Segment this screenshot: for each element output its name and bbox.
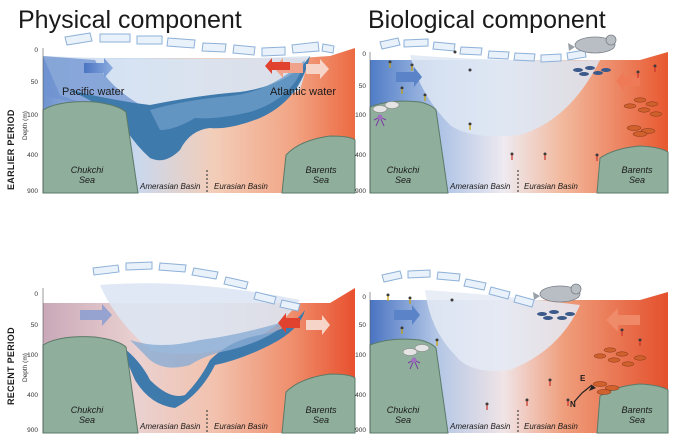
compass-east-label: E (580, 374, 586, 383)
depth-tick: 100 (355, 112, 366, 119)
chukchi-sea-label: Chukchi Sea (70, 165, 104, 185)
depth-tick: 400 (355, 392, 366, 399)
depth-tick: 900 (27, 188, 38, 195)
depth-tick: 0 (34, 291, 38, 298)
barents-sea-label: Barents Sea (621, 405, 653, 425)
depth-tick: 400 (355, 152, 366, 159)
depth-tick: 400 (27, 392, 38, 399)
depth-tick: 50 (30, 322, 38, 329)
atlantic-water-label: Atlantic water (270, 86, 337, 98)
depth-tick: 100 (27, 352, 38, 359)
compass-north-label: N (570, 400, 576, 409)
physical-recent-panel (42, 261, 356, 434)
depth-tick: 0 (34, 47, 38, 54)
biological-component-title: Biological component (368, 6, 606, 34)
physical-component-title: Physical component (18, 6, 242, 34)
depth-tick: 50 (358, 322, 366, 329)
barents-sea-label: Barents Sea (621, 165, 653, 185)
depth-tick: 100 (27, 112, 38, 119)
depth-tick: 100 (355, 352, 366, 359)
depth-tick: 0 (362, 51, 366, 58)
biological-earlier-panel (369, 34, 669, 194)
chukchi-sea-label: Chukchi Sea (386, 405, 420, 425)
depth-tick: 900 (27, 427, 38, 434)
depth-tick: 400 (27, 152, 38, 159)
eurasian-basin-label: Eurasian Basin (524, 182, 578, 191)
amerasian-basin-label: Amerasian Basin (450, 422, 511, 431)
eurasian-basin-label: Eurasian Basin (524, 422, 578, 431)
barents-sea-label: Barents Sea (305, 165, 337, 185)
amerasian-basin-label: Amerasian Basin (140, 182, 201, 191)
depth-tick: 900 (355, 188, 366, 195)
depth-tick: 0 (362, 294, 366, 301)
depth-tick: 900 (355, 427, 366, 434)
barents-sea-label: Barents Sea (305, 405, 337, 425)
amerasian-basin-label: Amerasian Basin (140, 422, 201, 431)
amerasian-basin-label: Amerasian Basin (450, 182, 511, 191)
biological-recent-panel (369, 268, 669, 434)
physical-earlier-panel (42, 32, 356, 194)
pacific-water-label: Pacific water (62, 86, 125, 98)
depth-tick: 50 (30, 79, 38, 86)
chukchi-sea-label: Chukchi Sea (386, 165, 420, 185)
chukchi-sea-label: Chukchi Sea (70, 405, 104, 425)
eurasian-basin-label: Eurasian Basin (214, 182, 268, 191)
eurasian-basin-label: Eurasian Basin (214, 422, 268, 431)
depth-tick: 50 (358, 83, 366, 90)
